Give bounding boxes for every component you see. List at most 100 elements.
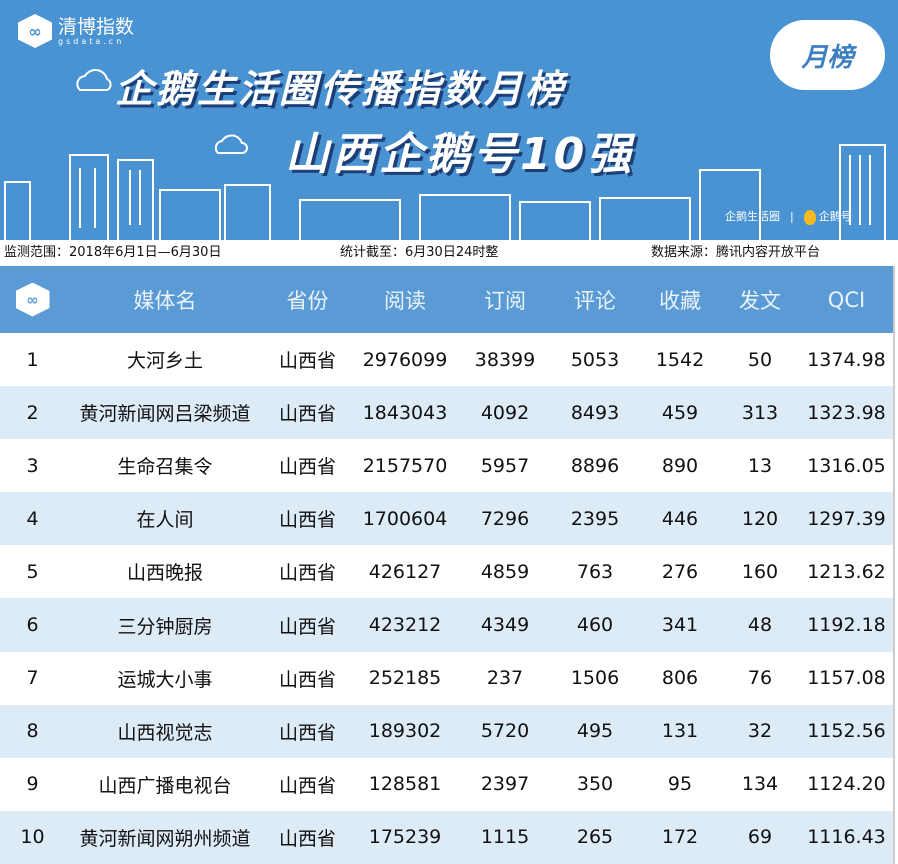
table-row: 4 在人间 山西省 1700604 7296 2395 446 120 1297.39	[0, 492, 894, 546]
cell-rank: 8	[0, 704, 65, 758]
cell-reads: 252185	[368, 667, 442, 690]
header-logo: ∞	[0, 266, 65, 333]
cell-posts: 134	[741, 773, 779, 796]
cell-favorites: 172	[640, 810, 720, 864]
cutoff-time: 统计截至：6月30日24时整	[340, 245, 499, 260]
cell-rank: 7	[26, 667, 39, 690]
table-row: 5 山西晚报 山西省 426127 4859 763 276 160 1213.62	[0, 545, 894, 598]
cell-qci: 1116.43	[800, 810, 894, 864]
cell-qci: 1213.62	[807, 560, 886, 583]
cell-media-name: 山西广播电视台	[98, 774, 232, 797]
title-sub: 山西企鹅号10强	[285, 129, 635, 180]
cell-rank: 2	[0, 386, 65, 440]
cell-comments: 460	[550, 598, 640, 652]
header-subs: 订阅	[460, 266, 550, 333]
table-row: 2 黄河新闻网吕梁频道 山西省 1843043 4092 8493 459 313 1323.9…	[0, 386, 894, 440]
cell-media-name: 运城大小事	[117, 668, 213, 691]
cell-favorites: 95	[667, 773, 693, 796]
cell-favorites: 131	[640, 704, 720, 758]
cell-posts: 313	[720, 386, 800, 440]
cell-qci: 1124.20	[807, 773, 886, 796]
cell-media-name: 生命召集令	[117, 456, 213, 479]
cell-qci: 1297.39	[800, 492, 894, 546]
header-province: 省份	[265, 266, 350, 333]
cell-favorites: 459	[640, 386, 720, 440]
cell-subscriptions: 4092	[460, 386, 550, 440]
cell-media-name: 黄河新闻网吕梁频道	[65, 386, 265, 440]
cell-rank: 4	[0, 492, 65, 546]
monitor-range: 监测范围：2018年6月1日—6月30日	[4, 245, 222, 260]
cell-comments: 763	[576, 560, 614, 583]
cell-reads: 1843043	[350, 386, 460, 440]
cell-qci: 1152.56	[800, 704, 894, 758]
table-row: 10 黄河新闻网朔州频道 山西省 175239 1115 265 172 69 1116.43	[0, 810, 894, 864]
cell-province: 山西省	[265, 386, 350, 440]
partner-logos: 企鹅生活圈 | 企鹅号	[725, 208, 852, 225]
cell-posts: 48	[720, 598, 800, 652]
cell-comments: 2395	[550, 492, 640, 546]
cell-province: 山西省	[278, 350, 336, 373]
cell-comments: 8896	[570, 454, 620, 477]
cell-qci: 1157.08	[807, 667, 886, 690]
infinity-logo-icon: ∞	[15, 282, 50, 317]
cell-comments: 1506	[570, 667, 620, 690]
banner: ∞ 清博指数 gsdata.cn 月榜 企鹅生活圈传播指数月榜 山西企鹅号10强 …	[0, 0, 898, 240]
cell-posts: 120	[720, 492, 800, 546]
header-reads: 阅读	[350, 266, 460, 333]
cell-reads: 175239	[350, 810, 460, 864]
cell-reads: 128581	[368, 773, 442, 796]
partner-qiee-life: 企鹅生活圈	[725, 210, 780, 224]
cell-comments: 5053	[570, 348, 620, 371]
cell-rank: 9	[26, 773, 39, 796]
rain-cloud-icon	[76, 69, 112, 91]
cell-reads: 423212	[350, 598, 460, 652]
cloud-icon	[214, 134, 248, 154]
brand-url: gsdata.cn	[58, 36, 125, 46]
cell-media-name: 三分钟厨房	[65, 598, 265, 652]
cell-rank: 3	[26, 454, 39, 477]
cell-posts: 50	[747, 348, 773, 371]
cell-media-name: 黄河新闻网朔州频道	[65, 810, 265, 864]
header-comments: 评论	[550, 266, 640, 333]
cell-favorites: 890	[661, 454, 699, 477]
cell-province: 山西省	[278, 668, 336, 691]
cell-favorites: 341	[640, 598, 720, 652]
cell-posts: 13	[747, 454, 773, 477]
cell-province: 山西省	[265, 598, 350, 652]
logo: ∞ 清博指数 gsdata.cn	[18, 14, 134, 48]
header-row: ∞ 媒体名 省份 阅读 订阅 评论 收藏 发文 QCI	[0, 266, 894, 333]
cell-province: 山西省	[265, 704, 350, 758]
cell-rank: 6	[0, 598, 65, 652]
cell-province: 山西省	[278, 456, 336, 479]
table-row: 6 三分钟厨房 山西省 423212 4349 460 341 48 1192.18	[0, 598, 894, 652]
table-row: 1 大河乡土 山西省 2976099 38399 5053 1542 50 1374.98	[0, 333, 894, 386]
cell-media-name: 大河乡土	[126, 350, 203, 373]
cell-subscriptions: 4859	[480, 560, 530, 583]
cell-subscriptions: 1115	[460, 810, 550, 864]
cell-subscriptions: 38399	[474, 348, 536, 371]
cell-rank: 5	[26, 560, 39, 583]
cell-comments: 350	[576, 773, 614, 796]
cell-province: 山西省	[278, 774, 336, 797]
partner-qiee-hao: 企鹅号	[803, 208, 852, 225]
penguin-icon	[803, 209, 816, 225]
cell-media-name: 山西晚报	[126, 562, 203, 585]
cell-posts: 32	[720, 704, 800, 758]
infinity-logo-icon: ∞	[18, 14, 52, 48]
cell-province: 山西省	[265, 492, 350, 546]
cell-media-name: 在人间	[65, 492, 265, 546]
cell-subscriptions: 7296	[460, 492, 550, 546]
cell-reads: 2157570	[362, 454, 448, 477]
header-favorites: 收藏	[640, 266, 720, 333]
cell-qci: 1323.98	[800, 386, 894, 440]
table-row: 8 山西视觉志 山西省 189302 5720 495 131 32 1152.56	[0, 704, 894, 758]
cell-subscriptions: 5957	[480, 454, 530, 477]
cell-comments: 8493	[550, 386, 640, 440]
info-bar: 监测范围：2018年6月1日—6月30日 统计截至：6月30日24时整 数据来源…	[0, 240, 898, 266]
cell-media-name: 山西视觉志	[65, 704, 265, 758]
table-row: 9 山西广播电视台 山西省 128581 2397 350 95 134 1124.20	[0, 758, 894, 811]
cell-reads: 1700604	[350, 492, 460, 546]
cell-qci: 1192.18	[800, 598, 894, 652]
brand-name: 清博指数	[58, 15, 135, 38]
header-qci: QCI	[800, 266, 894, 333]
